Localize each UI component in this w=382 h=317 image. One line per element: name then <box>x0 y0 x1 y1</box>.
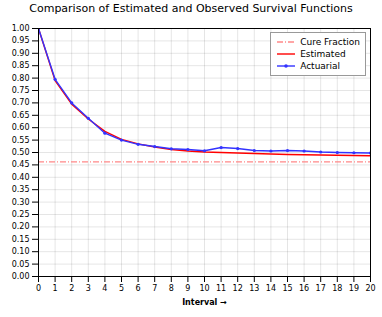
html-text:Comparison of Estimated and Ob: Comparison of Estimated and Observed Sur… <box>29 2 353 15</box>
svg-text:2: 2 <box>69 284 74 293</box>
svg-text:16: 16 <box>299 284 309 293</box>
svg-text:14: 14 <box>266 284 276 293</box>
svg-text:0.60: 0.60 <box>12 123 30 132</box>
svg-text:0.55: 0.55 <box>12 136 30 145</box>
svg-text:0.05: 0.05 <box>12 260 30 269</box>
svg-text:10: 10 <box>199 284 209 293</box>
svg-text:18: 18 <box>332 284 342 293</box>
html-text:Cure Fraction: Cure Fraction <box>300 37 360 47</box>
svg-text:20: 20 <box>365 284 375 293</box>
svg-text:0: 0 <box>36 284 41 293</box>
svg-text:19: 19 <box>349 284 359 293</box>
svg-text:0.65: 0.65 <box>12 111 30 120</box>
svg-text:0.70: 0.70 <box>12 98 30 107</box>
svg-text:3: 3 <box>86 284 91 293</box>
svg-text:0.95: 0.95 <box>12 36 30 45</box>
svg-text:0.45: 0.45 <box>12 160 30 169</box>
svg-text:8: 8 <box>169 284 174 293</box>
svg-text:15: 15 <box>282 284 292 293</box>
svg-text:12: 12 <box>233 284 243 293</box>
svg-text:0.20: 0.20 <box>12 222 30 231</box>
svg-text:0.50: 0.50 <box>12 148 30 157</box>
svg-text:4: 4 <box>102 284 107 293</box>
svg-text:11: 11 <box>216 284 226 293</box>
svg-text:6: 6 <box>136 284 141 293</box>
svg-text:7: 7 <box>152 284 157 293</box>
svg-text:0.80: 0.80 <box>12 74 30 83</box>
svg-text:1: 1 <box>53 284 58 293</box>
svg-text:0.90: 0.90 <box>12 49 30 58</box>
html-text:Actuarial: Actuarial <box>300 61 341 71</box>
svg-text:17: 17 <box>316 284 326 293</box>
svg-text:0.30: 0.30 <box>12 198 30 207</box>
svg-text:Interval →: Interval → <box>182 298 227 307</box>
svg-text:0.40: 0.40 <box>12 173 30 182</box>
svg-text:0.15: 0.15 <box>12 235 30 244</box>
svg-text:0.85: 0.85 <box>12 61 30 70</box>
svg-text:13: 13 <box>249 284 259 293</box>
svg-text:0.75: 0.75 <box>12 86 30 95</box>
svg-text:5: 5 <box>119 284 124 293</box>
svg-text:0.00: 0.00 <box>12 272 30 281</box>
svg-text:0.10: 0.10 <box>12 247 30 256</box>
svg-text:0.25: 0.25 <box>12 210 30 219</box>
svg-text:1.00: 1.00 <box>12 24 30 33</box>
svg-text:9: 9 <box>185 284 190 293</box>
svg-text:0.35: 0.35 <box>12 185 30 194</box>
html-text:Estimated: Estimated <box>300 49 346 59</box>
